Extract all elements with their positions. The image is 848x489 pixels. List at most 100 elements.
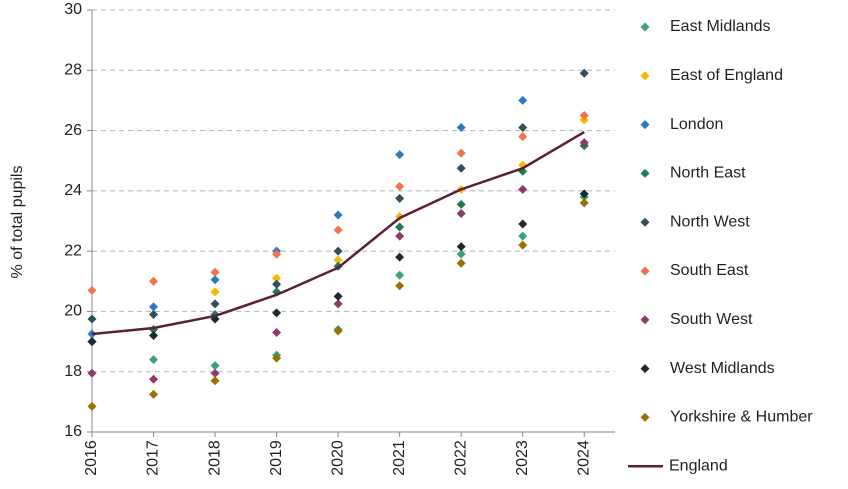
- point: [518, 231, 528, 241]
- point: [272, 273, 282, 283]
- point: [333, 299, 343, 309]
- y-tick-label: 24: [64, 182, 82, 199]
- point: [210, 287, 220, 297]
- legend-label: South West: [670, 311, 753, 328]
- y-axis-title: % of total pupils: [9, 166, 26, 279]
- y-tick-label: 28: [64, 62, 82, 79]
- point: [579, 138, 589, 148]
- point: [395, 252, 405, 262]
- y-tick-label: 16: [64, 423, 82, 440]
- point: [210, 267, 220, 277]
- x-tick-label: 2023: [514, 440, 531, 476]
- point: [518, 95, 528, 105]
- point: [210, 275, 220, 285]
- point: [149, 309, 159, 319]
- point: [149, 331, 159, 341]
- legend-label: East Midlands: [670, 18, 771, 35]
- point: [456, 199, 466, 209]
- point: [333, 210, 343, 220]
- point: [456, 123, 466, 133]
- point: [518, 184, 528, 194]
- x-tick-label: 2016: [83, 440, 100, 476]
- x-tick-label: 2021: [391, 440, 408, 476]
- legend-label: England: [669, 457, 728, 474]
- point: [333, 291, 343, 301]
- point: [456, 249, 466, 259]
- point: [272, 249, 282, 259]
- point: [518, 219, 528, 229]
- point: [518, 132, 528, 142]
- point: [395, 270, 405, 280]
- point: [149, 276, 159, 286]
- point: [333, 225, 343, 235]
- x-tick-label: 2019: [268, 440, 285, 476]
- point: [395, 222, 405, 232]
- point: [395, 150, 405, 160]
- legend-marker: [640, 168, 650, 178]
- x-tick-label: 2024: [575, 440, 592, 476]
- legend-marker: [640, 412, 650, 422]
- point: [456, 208, 466, 218]
- legend-marker: [640, 71, 650, 81]
- point: [395, 181, 405, 191]
- point: [395, 231, 405, 241]
- point: [87, 314, 97, 324]
- point: [333, 326, 343, 336]
- point: [579, 111, 589, 120]
- legend-label: East of England: [670, 67, 783, 84]
- legend-label: London: [670, 116, 723, 133]
- point: [210, 299, 220, 309]
- legend-marker: [640, 217, 650, 227]
- point: [87, 337, 97, 347]
- point: [149, 355, 159, 365]
- point: [518, 240, 528, 250]
- point: [87, 401, 97, 411]
- legend-label: North East: [670, 165, 746, 182]
- point: [333, 246, 343, 256]
- y-tick-label: 20: [64, 303, 82, 320]
- point: [579, 68, 589, 78]
- legend-label: West Midlands: [670, 360, 775, 377]
- y-tick-label: 26: [64, 122, 82, 139]
- point: [456, 148, 466, 158]
- point: [210, 368, 220, 378]
- point: [456, 242, 466, 252]
- y-tick-label: 30: [64, 1, 82, 18]
- point: [87, 368, 97, 378]
- point: [272, 328, 282, 338]
- point: [272, 353, 282, 363]
- point: [149, 389, 159, 399]
- point: [210, 361, 220, 371]
- point: [149, 302, 159, 312]
- point: [579, 198, 589, 208]
- legend-label: Yorkshire & Humber: [670, 409, 813, 426]
- legend-marker: [640, 364, 650, 374]
- legend-marker: [640, 120, 650, 130]
- legend-marker: [640, 266, 650, 276]
- point: [272, 279, 282, 289]
- legend-label: South East: [670, 262, 749, 279]
- point: [579, 115, 589, 125]
- x-tick-label: 2022: [452, 440, 469, 476]
- legend-marker: [640, 22, 650, 32]
- point: [210, 376, 220, 386]
- y-tick-label: 18: [64, 363, 82, 380]
- point: [272, 308, 282, 318]
- x-tick-label: 2018: [206, 440, 223, 476]
- point: [149, 374, 159, 384]
- point: [518, 123, 528, 133]
- legend-marker: [640, 315, 650, 325]
- point: [456, 163, 466, 173]
- point: [87, 285, 97, 295]
- y-tick-label: 22: [64, 242, 82, 259]
- line: [91, 131, 585, 336]
- point: [395, 281, 405, 291]
- point: [456, 258, 466, 268]
- x-tick-label: 2020: [329, 440, 346, 476]
- legend-label: North West: [670, 213, 750, 230]
- x-tick-label: 2017: [145, 440, 162, 476]
- point: [395, 193, 405, 203]
- point: [333, 255, 343, 265]
- point: [579, 189, 589, 199]
